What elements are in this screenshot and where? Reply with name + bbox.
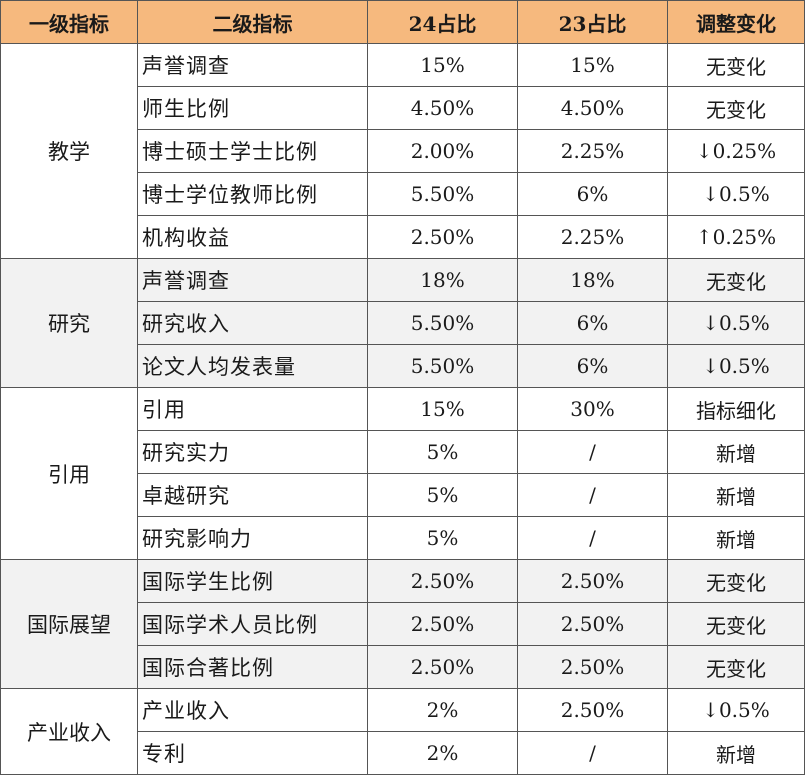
- ratio24-cell: 4.50%: [367, 86, 518, 130]
- header-level2: 二级指标: [137, 0, 368, 44]
- ratio23-cell: 15%: [517, 43, 668, 87]
- table-row: 国际展望 国际学生比例 2.50% 2.50% 无变化: [0, 559, 805, 689]
- ratio23-cell: 6%: [517, 301, 668, 345]
- change-cell: 新增: [667, 473, 805, 517]
- change-cell: 无变化: [667, 559, 805, 603]
- ratio23-cell: 6%: [517, 344, 668, 388]
- indicator-cell: 国际学术人员比例: [137, 602, 368, 646]
- table-row: 师生比例 4.50% 4.50% 无变化: [1, 86, 805, 130]
- table-row: 专利 2% / 新增: [1, 731, 805, 775]
- indicator-cell: 国际学生比例: [137, 559, 368, 603]
- change-cell: 无变化: [667, 86, 805, 130]
- change-cell: ↓0.5%: [667, 301, 805, 345]
- table-row: 教学 声誉调查 15% 15% 无变化: [0, 43, 805, 259]
- ratio24-cell: 2.50%: [367, 215, 518, 259]
- indicator-cell: 产业收入: [137, 688, 368, 732]
- ratio23-cell: 4.50%: [517, 86, 668, 130]
- change-cell: 无变化: [667, 602, 805, 646]
- indicator-cell: 机构收益: [137, 215, 368, 259]
- ratio24-cell: 5.50%: [367, 344, 518, 388]
- ratio23-cell: /: [517, 473, 668, 517]
- table-row: 论文人均发表量 5.50% 6% ↓0.5%: [1, 344, 805, 388]
- ratio23-cell: 2.25%: [517, 129, 668, 173]
- indicator-cell: 研究实力: [137, 430, 368, 474]
- ratio24-cell: 2.50%: [367, 559, 518, 603]
- header-change: 调整变化: [667, 0, 805, 44]
- ratio23-cell: 2.25%: [517, 215, 668, 259]
- ratio24-cell: 2.00%: [367, 129, 518, 173]
- indicator-cell: 声誉调查: [137, 258, 368, 302]
- indicator-cell: 论文人均发表量: [137, 344, 368, 388]
- indicator-cell: 师生比例: [137, 86, 368, 130]
- indicator-cell: 国际合著比例: [137, 645, 368, 689]
- ratio24-cell: 2%: [367, 688, 518, 732]
- ratio23-cell: 2.50%: [517, 602, 668, 646]
- indicator-cell: 卓越研究: [137, 473, 368, 517]
- change-cell: ↓0.5%: [667, 344, 805, 388]
- ratio23-cell: 6%: [517, 172, 668, 216]
- change-cell: ↑0.25%: [667, 215, 805, 259]
- table-row: 博士硕士学士比例 2.00% 2.25% ↓0.25%: [1, 129, 805, 173]
- change-cell: 新增: [667, 731, 805, 775]
- change-cell: 无变化: [667, 645, 805, 689]
- ratio23-cell: 2.50%: [517, 559, 668, 603]
- ratio24-cell: 15%: [367, 43, 518, 87]
- ratio24-cell: 5.50%: [367, 301, 518, 345]
- ratio24-cell: 5%: [367, 473, 518, 517]
- category-cell: 产业收入: [0, 688, 138, 775]
- ratio23-cell: /: [517, 430, 668, 474]
- table-row: 产业收入 产业收入 2% 2.50% ↓0.5%: [0, 688, 805, 775]
- ratio24-cell: 15%: [367, 387, 518, 431]
- ratio24-cell: 2.50%: [367, 602, 518, 646]
- change-cell: ↓0.5%: [667, 688, 805, 732]
- ratio24-cell: 5%: [367, 430, 518, 474]
- ratio23-cell: 2.50%: [517, 688, 668, 732]
- table-row: 国际合著比例 2.50% 2.50% 无变化: [1, 645, 805, 689]
- category-cell: 研究: [0, 258, 138, 388]
- ratio23-cell: 18%: [517, 258, 668, 302]
- change-cell: ↓0.25%: [667, 129, 805, 173]
- header-ratio24: 24占比: [367, 0, 518, 44]
- ratio24-cell: 5.50%: [367, 172, 518, 216]
- table-row: 研究实力 5% / 新增: [1, 430, 805, 474]
- table-row: 引用 引用 15% 30% 指标细化: [0, 387, 805, 560]
- change-cell: 无变化: [667, 43, 805, 87]
- ratio24-cell: 5%: [367, 516, 518, 560]
- category-cell: 引用: [0, 387, 138, 560]
- table-row: 卓越研究 5% / 新增: [1, 473, 805, 517]
- indicator-cell: 声誉调查: [137, 43, 368, 87]
- ratio23-cell: 2.50%: [517, 645, 668, 689]
- change-cell: 指标细化: [667, 387, 805, 431]
- change-cell: ↓0.5%: [667, 172, 805, 216]
- ratio23-cell: 30%: [517, 387, 668, 431]
- indicator-cell: 博士学位教师比例: [137, 172, 368, 216]
- ratio24-cell: 2.50%: [367, 645, 518, 689]
- indicator-cell: 专利: [137, 731, 368, 775]
- table-row: 博士学位教师比例 5.50% 6% ↓0.5%: [1, 172, 805, 216]
- ratio23-cell: /: [517, 731, 668, 775]
- ratio23-cell: /: [517, 516, 668, 560]
- header-ratio23: 23占比: [517, 0, 668, 44]
- ratio24-cell: 2%: [367, 731, 518, 775]
- table-row: 研究收入 5.50% 6% ↓0.5%: [1, 301, 805, 345]
- table-row: 国际学术人员比例 2.50% 2.50% 无变化: [1, 602, 805, 646]
- header-row: 一级指标 二级指标 24占比 23占比 调整变化: [0, 0, 805, 44]
- indicator-cell: 引用: [137, 387, 368, 431]
- change-cell: 新增: [667, 430, 805, 474]
- category-cell: 国际展望: [0, 559, 138, 689]
- table-row: 研究影响力 5% / 新增: [1, 516, 805, 560]
- header-level1: 一级指标: [0, 0, 138, 44]
- change-cell: 新增: [667, 516, 805, 560]
- change-cell: 无变化: [667, 258, 805, 302]
- indicator-cell: 研究收入: [137, 301, 368, 345]
- table-row: 研究 声誉调查 18% 18% 无变化: [0, 258, 805, 388]
- indicator-cell: 研究影响力: [137, 516, 368, 560]
- ratio24-cell: 18%: [367, 258, 518, 302]
- category-cell: 教学: [0, 43, 138, 259]
- indicator-cell: 博士硕士学士比例: [137, 129, 368, 173]
